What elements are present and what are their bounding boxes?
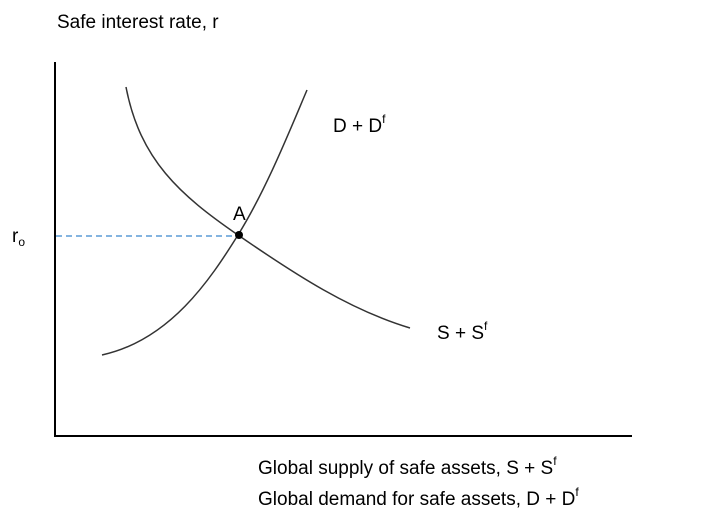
x-axis-superscript: f <box>575 485 579 499</box>
point-label: A <box>233 204 246 225</box>
x-axis-text: Global demand for safe assets, D + D <box>258 489 575 510</box>
level-text: r <box>12 226 19 247</box>
x-axis-label: Global demand for safe assets, D + Df <box>258 485 579 510</box>
curve-label: D + Df <box>333 112 386 137</box>
curve-text: D + D <box>333 116 382 137</box>
curve-superscript: f <box>382 112 386 126</box>
y-axis-label: Safe interest rate, r <box>57 12 219 33</box>
level-label: ro <box>12 226 25 249</box>
curve-text: S + S <box>437 323 484 344</box>
level-subscript: o <box>18 235 25 249</box>
demand-curve <box>101 89 308 356</box>
curve-superscript: f <box>484 319 488 333</box>
x-axis-superscript: f <box>553 454 557 468</box>
curve-label: S + Sf <box>437 319 488 344</box>
x-axis-label: Global supply of safe assets, S + Sf <box>258 454 557 479</box>
x-axis-text: Global supply of safe assets, S + S <box>258 458 553 479</box>
equilibrium-point <box>235 231 243 239</box>
